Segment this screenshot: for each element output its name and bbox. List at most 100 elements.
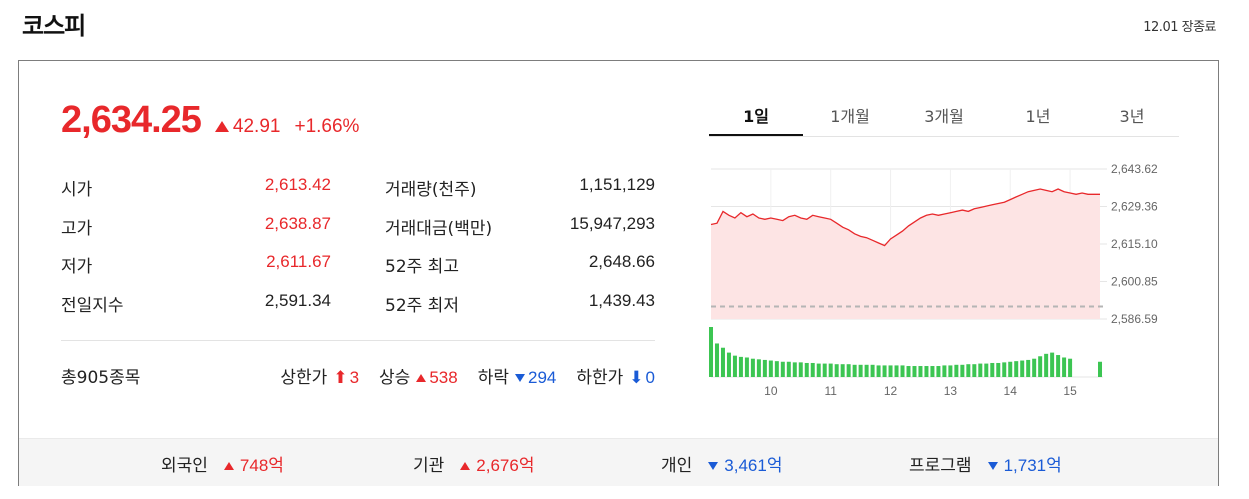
volume-bar	[888, 365, 893, 377]
stat-label: 거래대금(백만)	[385, 218, 493, 239]
upper-limit-label: 상한가	[280, 368, 328, 388]
volume-bar	[894, 365, 899, 377]
volume-bar	[912, 366, 917, 377]
volume-bar	[996, 362, 1001, 377]
investor-value: 748	[239, 456, 269, 475]
upper-limit: 상한가 ⬆ 3	[280, 363, 359, 388]
y-tick-label: 2,643.62	[1111, 162, 1158, 176]
x-tick-label: 10	[764, 384, 778, 398]
y-tick-label: 2,615.10	[1111, 237, 1158, 251]
intraday-chart: 2,643.62 2,629.36 2,615.10 2,600.85 2,586.59…	[709, 162, 1158, 398]
advance-label: 상승	[379, 368, 411, 388]
volume-bar	[846, 364, 851, 377]
volume-bar	[798, 362, 803, 377]
y-tick-label: 2,600.85	[1111, 274, 1158, 288]
volume-bar	[780, 361, 785, 377]
volume-bar	[840, 364, 845, 377]
advance: 상승 538	[379, 363, 458, 388]
volume-bar	[786, 361, 791, 377]
volume-bar	[1020, 360, 1025, 377]
lower-limit-count: 0	[645, 368, 655, 387]
volume-bar	[852, 364, 857, 377]
volume-bar	[990, 362, 995, 377]
investor-label: 개인	[661, 456, 693, 476]
investor-foreign: 외국인 748억	[161, 451, 284, 476]
volume-bar	[726, 352, 731, 377]
investor-program: 프로그램 1,731억	[909, 451, 1062, 476]
stats-row: 고가 2,638.87 거래대금(백만) 15,947,293	[61, 214, 655, 253]
tab-1-day[interactable]: 1일	[709, 97, 803, 136]
y-tick-label: 2,586.59	[1111, 312, 1158, 326]
volume-bar	[1038, 356, 1043, 377]
period-tabs: 1일 1개월 3개월 1년 3년	[709, 97, 1179, 137]
stat-label: 전일지수	[61, 295, 124, 316]
volume-bar	[732, 355, 737, 377]
volume-bar	[1062, 357, 1067, 377]
volume-bar	[936, 366, 941, 377]
tab-1-year[interactable]: 1년	[1025, 107, 1051, 126]
volume-bar	[930, 366, 935, 377]
volume-bar	[1050, 352, 1055, 377]
stat-value: 2,648.66	[588, 252, 655, 271]
divider	[61, 340, 655, 341]
stats-table: 시가 2,613.42 거래량(천주) 1,151,129 고가 2,638.8…	[61, 175, 655, 329]
investor-unit: 억	[1046, 456, 1062, 476]
advance-count: 538	[429, 368, 458, 387]
upper-limit-count: 3	[349, 368, 360, 387]
volume-bar	[750, 358, 755, 377]
volume-bar	[738, 356, 743, 377]
arrow-down-icon: ⬇	[629, 368, 644, 388]
investor-label: 프로그램	[909, 456, 972, 476]
decline: 하락 294	[478, 363, 557, 388]
volume-bar	[816, 363, 821, 377]
volume-bar	[918, 366, 923, 377]
investor-unit: 억	[766, 456, 783, 476]
volume-bar	[709, 327, 713, 377]
stat-label: 52주 최고	[385, 257, 459, 277]
volume-bar	[972, 364, 977, 377]
tab-3-months[interactable]: 3개월	[924, 107, 964, 126]
up-triangle-icon	[223, 462, 234, 470]
index-change-pct: +1.66%	[294, 116, 360, 137]
index-price: 2,634.25	[61, 99, 202, 141]
x-tick-label: 13	[944, 384, 958, 398]
stat-value: 2,613.42	[264, 175, 331, 194]
lower-limit: 하한가 ⬇ 0	[576, 363, 655, 388]
stat-label: 시가	[61, 180, 93, 200]
total-stocks: 총905종목	[61, 368, 141, 388]
volume-bar	[858, 364, 863, 377]
volume-bar	[1002, 362, 1007, 377]
volume-bar	[1044, 353, 1049, 377]
x-tick-label: 14	[1004, 384, 1018, 398]
volume-bar	[960, 364, 965, 377]
volume-bar	[762, 359, 767, 377]
volume-bar	[810, 362, 815, 377]
volume-bar	[870, 364, 875, 377]
lower-limit-label: 하한가	[576, 368, 624, 388]
change-value: 42.91	[232, 116, 281, 137]
volume-bar	[906, 366, 911, 377]
stat-label: 거래량(천주)	[385, 180, 477, 200]
price-area	[711, 189, 1101, 319]
stat-value: 1,439.43	[588, 290, 655, 310]
page-title: 코스피	[22, 12, 86, 40]
tab-3-years[interactable]: 3년	[1119, 107, 1145, 126]
volume-bar	[714, 343, 719, 377]
stat-value: 2,638.87	[264, 213, 331, 233]
volume-bar	[1056, 355, 1061, 377]
y-tick-label: 2,629.36	[1111, 200, 1158, 214]
volume-bar	[984, 363, 989, 377]
x-tick-label: 12	[884, 384, 898, 398]
stats-row: 저가 2,611.67 52주 최고 2,648.66	[61, 252, 655, 291]
x-tick-label: 15	[1063, 384, 1077, 398]
volume-bar	[768, 360, 773, 377]
volume-bar	[1008, 361, 1013, 377]
volume-bar	[1098, 361, 1103, 377]
volume-bar	[828, 363, 833, 377]
volume-bar	[744, 357, 749, 377]
volume-bar	[954, 364, 959, 377]
stat-value: 15,947,293	[569, 213, 655, 233]
volume-bar	[774, 361, 779, 377]
tab-1-month[interactable]: 1개월	[830, 107, 870, 126]
down-triangle-icon	[708, 462, 719, 470]
